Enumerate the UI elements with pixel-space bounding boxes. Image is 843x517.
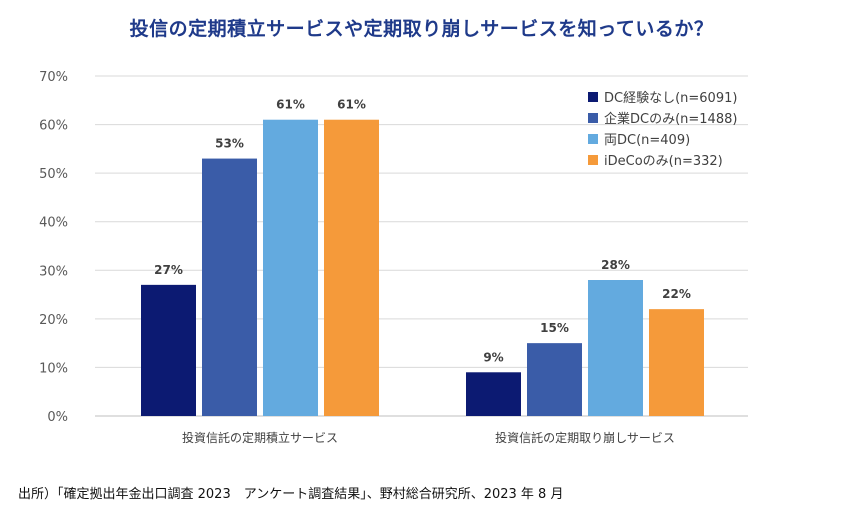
bar (588, 280, 643, 416)
data-label: 53% (215, 137, 244, 151)
legend-swatch (588, 134, 598, 144)
data-label: 22% (662, 287, 691, 301)
legend: DC経験なし(n=6091) 企業DCのみ(n=1488) 両DC(n=409) iD… (588, 91, 737, 169)
legend-swatch (588, 155, 598, 165)
x-category-label: 投資信託の定期取り崩しサービス (495, 430, 675, 445)
y-tick-label: 20% (39, 313, 68, 328)
x-axis-labels: 投資信託の定期積立サービス 投資信託の定期取り崩しサービス (182, 430, 675, 445)
bars (141, 119, 704, 417)
legend-swatch (588, 113, 598, 123)
legend-label: 両DC(n=409) (604, 133, 690, 148)
data-label: 28% (601, 258, 630, 272)
bar (141, 284, 196, 416)
bar (527, 343, 582, 416)
y-tick-label: 40% (39, 216, 68, 231)
data-label: 61% (276, 98, 305, 112)
y-tick-label: 50% (39, 167, 68, 182)
y-tick-label: 10% (39, 361, 68, 376)
legend-label: iDeCoのみ(n=332) (604, 154, 723, 169)
x-category-label: 投資信託の定期積立サービス (182, 430, 338, 445)
chart-title: 投信の定期積立サービスや定期取り崩しサービスを知っているか？ (129, 18, 714, 40)
legend-label: 企業DCのみ(n=1488) (604, 111, 737, 127)
bar (263, 119, 318, 416)
bar (466, 372, 521, 416)
bar (202, 158, 257, 417)
legend-swatch (588, 92, 598, 102)
data-label: 9% (483, 350, 503, 364)
bar (649, 309, 704, 416)
data-labels: 27% 53% 61% 61% 9% 15% 28% 22% (154, 98, 691, 365)
legend-label: DC経験なし(n=6091) (604, 91, 737, 106)
bar (324, 119, 379, 416)
source-note: 出所）「確定拠出年金出口調査 2023 アンケート調査結果」、野村総合研究所、2… (18, 487, 564, 502)
y-tick-label: 0% (47, 410, 68, 425)
y-tick-label: 30% (39, 264, 68, 279)
data-label: 27% (154, 263, 183, 277)
y-tick-label: 70% (39, 70, 68, 85)
data-label: 61% (337, 98, 366, 112)
y-tick-label: 60% (39, 119, 68, 134)
y-axis-ticks: 0% 10% 20% 30% 40% 50% 60% 70% (39, 70, 68, 425)
data-label: 15% (540, 321, 569, 335)
